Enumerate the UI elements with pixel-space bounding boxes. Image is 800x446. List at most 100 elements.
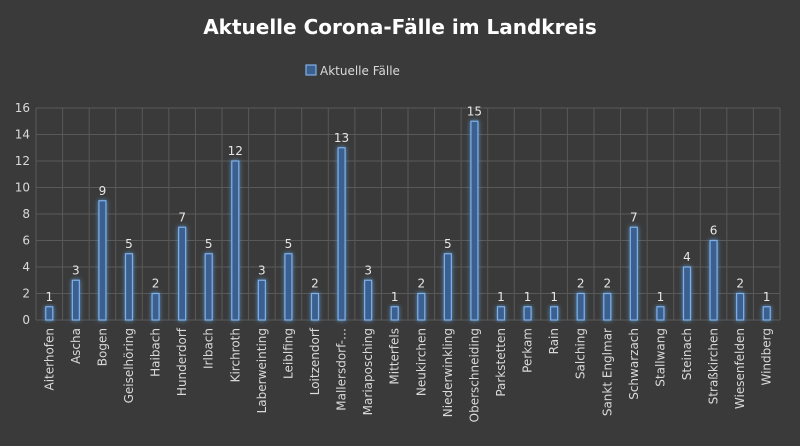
data-label: 7	[178, 210, 186, 224]
x-tick-label: Haibach	[149, 328, 163, 377]
x-tick-label: Aiterhofen	[42, 328, 56, 391]
data-label: 1	[45, 290, 53, 304]
data-label: 2	[603, 277, 611, 291]
bar	[390, 306, 399, 321]
x-axis: Aiterhofen Ascha Bogen Geiselhöring Haibach H…	[42, 327, 773, 422]
bar	[576, 292, 585, 321]
data-label: 1	[391, 290, 399, 304]
data-label: 7	[630, 210, 638, 224]
legend-label: Aktuelle Fälle	[320, 64, 400, 78]
bar	[71, 279, 80, 321]
data-label: 1	[657, 290, 665, 304]
x-tick-label: Ascha	[69, 328, 83, 364]
y-tick-label: 16	[15, 101, 30, 115]
bar	[337, 147, 346, 321]
bar	[284, 253, 293, 321]
data-label: 9	[99, 184, 107, 198]
y-tick-label: 2	[22, 287, 30, 301]
data-label: 2	[577, 277, 585, 291]
y-tick-label: 6	[22, 234, 30, 248]
bar	[550, 306, 559, 321]
data-label: 12	[228, 144, 243, 158]
data-label: 5	[205, 237, 213, 251]
x-tick-label: Stallwang	[653, 328, 667, 387]
x-tick-label: Neukirchen	[414, 328, 428, 396]
bar	[310, 292, 320, 321]
x-tick-label: Leiblfing	[281, 328, 295, 379]
data-label: 3	[258, 263, 266, 277]
data-label: 1	[550, 290, 558, 304]
bar	[98, 200, 107, 321]
x-tick-label: Loitzendorf	[308, 327, 322, 395]
data-label: 5	[125, 237, 133, 251]
x-tick-label: Rain	[547, 328, 561, 354]
bar	[124, 253, 134, 321]
bar	[470, 120, 479, 321]
bar	[178, 226, 187, 321]
x-tick-label: Straßkirchen	[707, 328, 721, 404]
x-tick-label: Mitterfels	[388, 328, 402, 385]
x-tick-label: Schwarzach	[627, 328, 641, 400]
x-tick-label: Sankt Englmar	[600, 328, 614, 416]
data-label: 5	[444, 237, 452, 251]
bar	[151, 292, 160, 321]
grid	[35, 107, 781, 321]
x-tick-label: Mariaposching	[361, 328, 375, 415]
bar	[364, 279, 373, 321]
bar	[656, 306, 665, 321]
bars	[45, 120, 771, 321]
bar	[443, 253, 452, 321]
data-label: 2	[736, 277, 744, 291]
x-tick-label: Irlbach	[202, 328, 216, 369]
data-label: 1	[763, 290, 771, 304]
bar	[204, 253, 213, 321]
x-tick-label: Parkstetten	[494, 328, 508, 397]
bar	[496, 306, 506, 321]
y-tick-label: 12	[15, 154, 30, 168]
data-label: 2	[417, 277, 425, 291]
x-tick-label: Wiesenfelden	[733, 328, 747, 409]
x-tick-label: Bogen	[95, 328, 109, 366]
data-label: 15	[467, 104, 482, 118]
bar	[736, 292, 745, 321]
x-tick-label: Niederwinkling	[441, 328, 455, 417]
data-label: 4	[683, 250, 691, 264]
data-label: 3	[364, 263, 372, 277]
legend-swatch	[305, 64, 317, 76]
bar	[603, 292, 612, 321]
data-label: 1	[524, 290, 532, 304]
data-label: 2	[152, 277, 160, 291]
x-tick-label: Oberschneiding	[467, 328, 481, 422]
x-tick-label: Kirchroth	[228, 328, 242, 382]
data-label: 6	[710, 224, 718, 238]
y-tick-label: 4	[22, 260, 30, 274]
bar	[682, 266, 692, 321]
x-tick-label: Hunderdorf	[175, 327, 189, 396]
x-tick-label: Geiselhöring	[122, 328, 136, 403]
bar	[231, 160, 240, 321]
x-tick-label: Mallersdorf-…	[335, 328, 349, 411]
bar	[523, 306, 532, 321]
x-tick-label: Windberg	[760, 328, 774, 386]
bar	[417, 292, 426, 321]
data-label: 2	[311, 277, 319, 291]
y-tick-label: 0	[22, 313, 30, 327]
bar	[762, 306, 771, 321]
y-axis: 0 2 4 6 8 10 12 14 16	[15, 101, 30, 327]
data-label: 5	[285, 237, 293, 251]
bar	[709, 239, 718, 321]
y-tick-label: 8	[22, 207, 30, 221]
x-tick-label: Laberweinting	[255, 328, 269, 413]
x-tick-label: Steinach	[680, 328, 694, 380]
y-tick-label: 10	[15, 181, 30, 195]
x-tick-label: Salching	[574, 328, 588, 379]
data-label: 13	[334, 131, 349, 145]
chart-title: Aktuelle Corona-Fälle im Landkreis	[203, 15, 597, 39]
x-tick-label: Perkam	[521, 328, 535, 373]
legend: Aktuelle Fälle	[305, 64, 400, 78]
bar	[45, 306, 54, 321]
bar	[629, 226, 638, 321]
